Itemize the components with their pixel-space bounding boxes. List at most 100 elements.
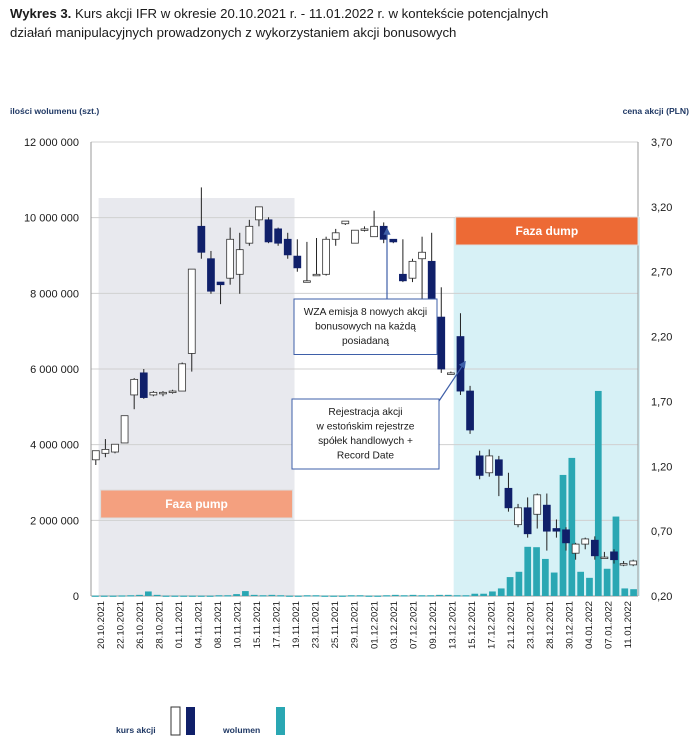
volume-bar xyxy=(533,547,540,596)
candle-body xyxy=(139,372,148,398)
left-tick-label: 10 000 000 xyxy=(24,213,79,225)
candle-body xyxy=(130,378,139,396)
candle-body xyxy=(399,273,407,282)
volume-bar xyxy=(180,595,187,597)
volume-bar xyxy=(118,595,126,597)
volume-bar xyxy=(100,595,108,597)
volume-bar xyxy=(153,594,161,597)
x-tick-label: 15.12.2021 xyxy=(467,601,478,649)
volume-bar xyxy=(453,595,461,597)
volume-bar xyxy=(427,595,435,597)
volume-bar xyxy=(524,546,532,596)
x-tick-label: 01.12.2021 xyxy=(369,601,380,649)
candle-body xyxy=(293,255,302,269)
candle-body xyxy=(120,415,129,444)
candle-body xyxy=(370,225,378,238)
left-tick-label: 2 000 000 xyxy=(30,515,79,527)
candle-body xyxy=(437,316,446,370)
volume-bar xyxy=(471,593,479,596)
candle-body xyxy=(475,455,484,476)
right-tick-label: 2,20 xyxy=(651,332,672,344)
candle-body xyxy=(101,449,110,454)
x-tick-label: 28.12.2021 xyxy=(545,601,556,649)
callout-wza-line: bonusowych na każdą xyxy=(315,322,416,333)
volume-bar xyxy=(189,595,196,597)
volume-bar xyxy=(444,594,452,597)
right-tick-label: 1,20 xyxy=(651,461,672,473)
x-tick-label: 17.11.2021 xyxy=(272,601,283,648)
volume-bar xyxy=(109,595,117,597)
x-tick-label: 23.11.2021 xyxy=(311,601,322,648)
right-tick-label: 3,20 xyxy=(651,202,672,214)
left-tick-label: 8 000 000 xyxy=(30,288,79,300)
x-tick-label: 22.10.2021 xyxy=(115,601,126,649)
volume-bar xyxy=(374,595,382,597)
candle-body xyxy=(379,225,388,240)
right-tick-label: 2,70 xyxy=(651,267,672,279)
candle-body xyxy=(111,443,119,453)
volume-bar xyxy=(489,591,496,596)
right-tick-label: 0,20 xyxy=(651,591,672,603)
x-tick-label: 29.11.2021 xyxy=(350,601,361,648)
candle-body xyxy=(322,238,330,275)
candle-body xyxy=(283,238,292,256)
candle-body xyxy=(571,543,580,554)
volume-bar xyxy=(383,595,390,597)
candle-body xyxy=(533,494,542,515)
volume-bar xyxy=(418,595,426,597)
volume-bar xyxy=(621,588,629,596)
volume-bar xyxy=(162,595,170,597)
volume-bar xyxy=(197,595,205,597)
x-tick-label: 04.01.2022 xyxy=(584,601,595,649)
callout-registration-line: w estońskim rejestrze xyxy=(316,422,415,433)
volume-bar xyxy=(92,595,99,597)
chart-title-text: Kurs akcji IFR w okresie 20.10.2021 r. -… xyxy=(10,6,549,40)
volume-bar xyxy=(294,595,302,597)
right-tick-label: 1,70 xyxy=(651,396,672,408)
legend-volume-swatch xyxy=(276,707,285,735)
x-tick-label: 11.01.2022 xyxy=(623,601,634,648)
candle-body xyxy=(466,390,474,431)
x-tick-label: 10.11.2021 xyxy=(233,601,244,648)
candle-body xyxy=(494,459,503,476)
candle-body xyxy=(581,538,590,545)
pump-label: Faza pump xyxy=(165,497,228,511)
left-tick-label: 4 000 000 xyxy=(30,440,79,452)
candle-body xyxy=(235,249,244,275)
pump-phase-shade xyxy=(98,198,295,596)
candle-body xyxy=(274,228,282,244)
candle-body xyxy=(590,539,599,557)
candle-body xyxy=(562,529,570,544)
volume-bar xyxy=(400,595,408,597)
left-tick-label: 12 000 000 xyxy=(24,137,79,149)
volume-bar xyxy=(321,595,329,597)
volume-bar xyxy=(436,594,443,597)
volume-bar xyxy=(365,595,373,597)
chart-title: Wykres 3. Kurs akcji IFR w okresie 20.10… xyxy=(10,4,550,42)
volume-bar xyxy=(550,572,558,596)
candle-body xyxy=(312,273,321,277)
volume-bar xyxy=(206,595,214,597)
candle-body xyxy=(504,487,513,509)
candle-body xyxy=(149,391,158,396)
candle-body xyxy=(610,551,618,561)
volume-bar xyxy=(224,595,232,597)
x-tick-label: 08.11.2021 xyxy=(213,601,224,648)
volume-bar xyxy=(339,595,346,597)
callout-wza-box xyxy=(293,298,438,355)
left-tick-label: 0 xyxy=(73,591,79,603)
candle-body xyxy=(341,220,350,225)
candle-body xyxy=(168,390,177,393)
dump-label-box xyxy=(455,216,639,246)
candle-body xyxy=(226,238,235,279)
candle-body xyxy=(159,391,167,395)
x-tick-label: 13.12.2021 xyxy=(447,601,458,649)
x-tick-label: 30.12.2021 xyxy=(565,601,576,649)
volume-bar xyxy=(242,591,249,596)
legend-price-label: kurs akcji xyxy=(116,725,156,735)
volume-bar xyxy=(136,594,143,597)
x-tick-label: 17.12.2021 xyxy=(486,601,497,649)
volume-bar xyxy=(480,593,487,596)
chart-title-number: Wykres 3. xyxy=(10,6,72,21)
